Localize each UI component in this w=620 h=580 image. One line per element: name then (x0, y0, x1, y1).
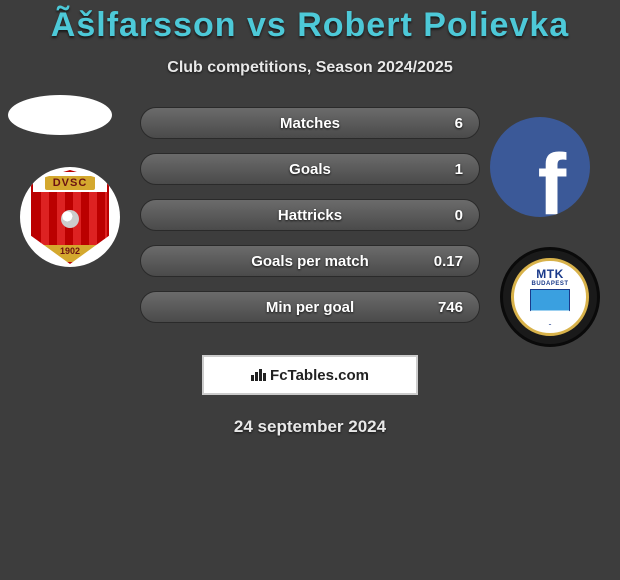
stat-label: Goals per match (251, 253, 369, 270)
stat-label: Min per goal (266, 299, 354, 316)
date-label: 24 september 2024 (0, 417, 620, 437)
mtk-shield-icon (530, 289, 570, 325)
stat-value: 6 (455, 115, 463, 132)
stat-label: Hattricks (278, 207, 342, 224)
stat-bar: Goals 1 (140, 153, 480, 185)
fctables-watermark[interactable]: FcTables.com (202, 355, 418, 395)
dvsc-ball-icon (61, 210, 79, 228)
player-right-club-badge: MTK BUDAPEST (500, 247, 600, 347)
stat-value: 0.17 (434, 253, 463, 270)
player-left-club-badge: DVSC 1902 (20, 167, 120, 267)
dvsc-crest: DVSC 1902 (31, 170, 109, 264)
dvsc-stripes (33, 192, 107, 245)
page-title: Ãšlfarsson vs Robert Polievka (0, 0, 620, 45)
facebook-f-icon: f (538, 142, 567, 217)
stat-label: Goals (289, 161, 331, 178)
season-subtitle: Club competitions, Season 2024/2025 (0, 59, 620, 77)
mtk-city: BUDAPEST (531, 281, 568, 287)
mtk-crest: MTK BUDAPEST (511, 258, 589, 336)
stat-bar: Matches 6 (140, 107, 480, 139)
player-left-avatar (8, 95, 112, 135)
stat-value: 0 (455, 207, 463, 224)
stat-value: 1 (455, 161, 463, 178)
facebook-badge[interactable]: f (490, 117, 590, 217)
stat-bars: Matches 6 Goals 1 Hattricks 0 Goals per … (140, 107, 480, 337)
stat-area: DVSC 1902 f MTK BUDAPEST Matches 6 Goals… (0, 107, 620, 337)
stat-value: 746 (438, 299, 463, 316)
dvsc-year: 1902 (33, 245, 107, 262)
stat-bar: Goals per match 0.17 (140, 245, 480, 277)
brand-label: FcTables.com (270, 367, 369, 384)
stat-label: Matches (280, 115, 340, 132)
dvsc-abbr: DVSC (45, 176, 96, 190)
mtk-abbr: MTK (536, 267, 564, 281)
chart-icon (251, 369, 266, 381)
stat-bar: Hattricks 0 (140, 199, 480, 231)
stat-bar: Min per goal 746 (140, 291, 480, 323)
